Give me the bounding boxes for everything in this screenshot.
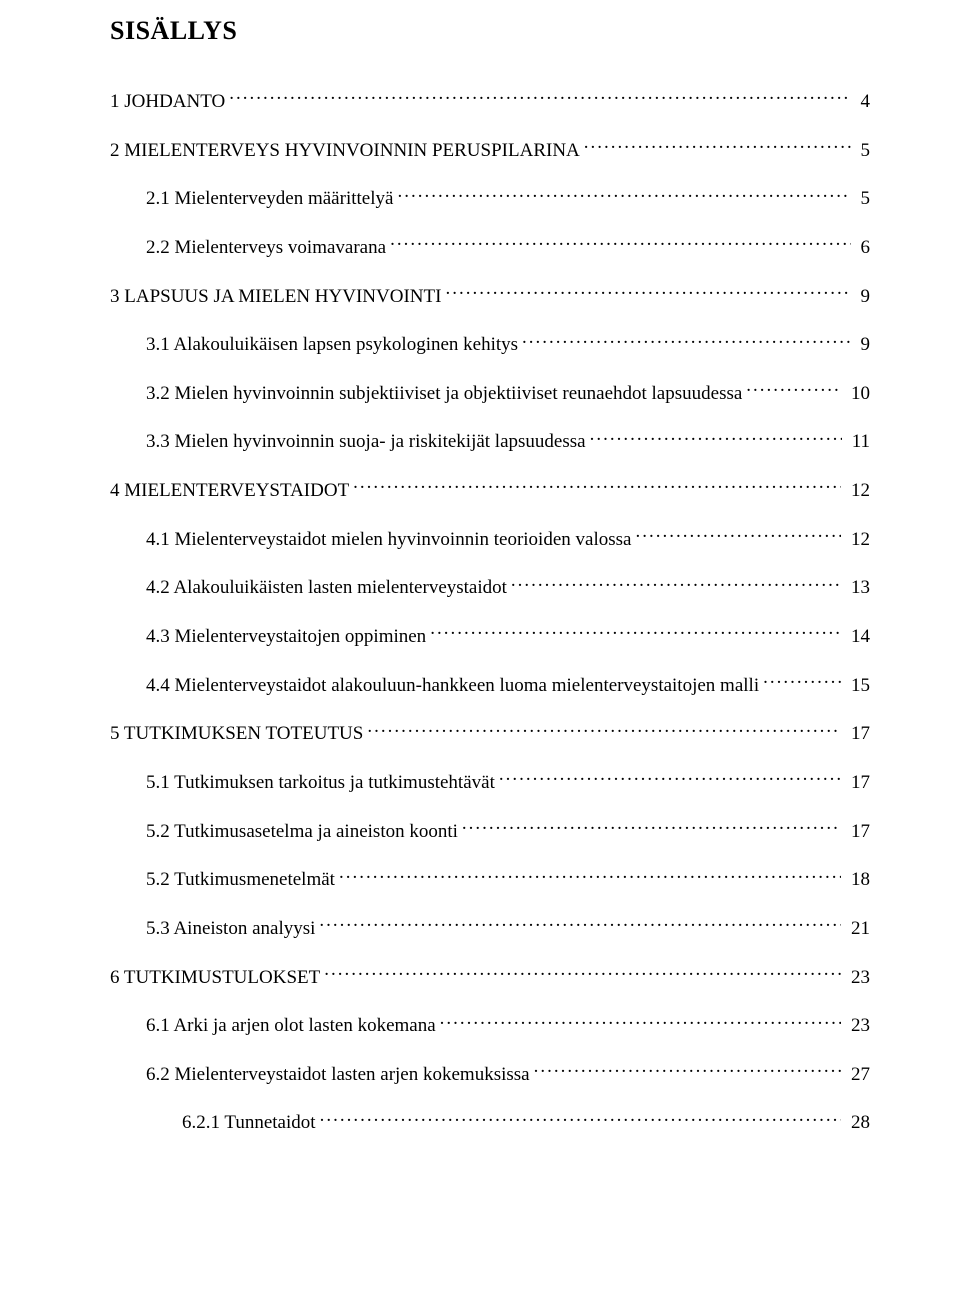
toc-entry-page: 15 [845,673,870,699]
toc-entry: 3 LAPSUUS JA MIELEN HYVINVOINTI 9 [110,283,870,310]
toc-entry: 2.2 Mielenterveys voimavarana 6 [110,234,870,261]
toc-leader-dots [590,428,842,447]
toc-entry: 6.1 Arki ja arjen olot lasten kokemana 23 [110,1012,870,1039]
toc-page: SISÄLLYS 1 JOHDANTO 4 2 MIELENTERVEYS HYVI… [0,0,960,1198]
toc-entry: 4.3 Mielenterveystaitojen oppiminen 14 [110,623,870,650]
toc-leader-dots [584,137,851,156]
toc-entry-page: 17 [845,721,870,747]
toc-leader-dots [522,331,850,350]
toc-entry-title: 5.1 Tutkimuksen tarkoitus ja tutkimusteh… [146,770,495,796]
toc-entry-title: 2 MIELENTERVEYS HYVINVOINNIN PERUSPILARI… [110,138,580,164]
toc-list: 1 JOHDANTO 4 2 MIELENTERVEYS HYVINVOINNIN … [110,88,870,1136]
toc-entry-title: 6 TUTKIMUSTULOKSET [110,965,320,991]
toc-entry-page: 4 [855,89,871,115]
toc-entry-page: 27 [845,1062,870,1088]
toc-leader-dots [390,234,850,253]
toc-entry-title: 5.3 Aineiston analyysi [146,916,315,942]
toc-entry: 5.3 Aineiston analyysi 21 [110,915,870,942]
toc-entry-title: 4.1 Mielenterveystaidot mielen hyvinvoin… [146,527,631,553]
toc-leader-dots [511,574,841,593]
toc-entry-title: 5 TUTKIMUKSEN TOTEUTUS [110,721,363,747]
toc-entry-page: 17 [845,819,870,845]
toc-leader-dots [746,380,841,399]
toc-entry-page: 23 [845,965,870,991]
toc-heading: SISÄLLYS [110,16,870,46]
toc-entry-page: 10 [845,381,870,407]
toc-entry: 3.1 Alakouluikäisen lapsen psykologinen … [110,331,870,358]
toc-entry-page: 18 [845,867,870,893]
toc-entry-title: 6.2 Mielenterveystaidot lasten arjen kok… [146,1062,530,1088]
toc-entry-title: 2.2 Mielenterveys voimavarana [146,235,386,261]
toc-entry-title: 6.2.1 Tunnetaidot [182,1110,316,1136]
toc-leader-dots [229,88,850,107]
toc-entry: 2.1 Mielenterveyden määrittelyä 5 [110,185,870,212]
toc-entry-title: 3.1 Alakouluikäisen lapsen psykologinen … [146,332,518,358]
toc-entry-title: 3 LAPSUUS JA MIELEN HYVINVOINTI [110,284,441,310]
toc-leader-dots [397,185,850,204]
toc-entry-page: 28 [845,1110,870,1136]
toc-entry: 6 TUTKIMUSTULOKSET 23 [110,964,870,991]
toc-entry-page: 9 [855,332,871,358]
toc-leader-dots [353,477,841,496]
toc-entry-title: 4.4 Mielenterveystaidot alakouluun-hankk… [146,673,759,699]
toc-leader-dots [440,1012,841,1031]
toc-entry: 4.1 Mielenterveystaidot mielen hyvinvoin… [110,526,870,553]
toc-entry-page: 5 [855,138,871,164]
toc-leader-dots [339,866,841,885]
toc-leader-dots [763,672,841,691]
toc-entry-page: 5 [855,186,871,212]
toc-leader-dots [430,623,841,642]
toc-entry-page: 12 [845,527,870,553]
toc-entry: 5.2 Tutkimusasetelma ja aineiston koonti… [110,818,870,845]
toc-entry-title: 1 JOHDANTO [110,89,225,115]
toc-entry-title: 4.2 Alakouluikäisten lasten mielentervey… [146,575,507,601]
toc-entry-page: 9 [855,284,871,310]
toc-entry: 5.2 Tutkimusmenetelmät 18 [110,866,870,893]
toc-entry: 3.3 Mielen hyvinvoinnin suoja- ja riskit… [110,428,870,455]
toc-leader-dots [462,818,841,837]
toc-entry-title: 2.1 Mielenterveyden määrittelyä [146,186,393,212]
toc-entry-page: 6 [855,235,871,261]
toc-entry: 4 MIELENTERVEYSTAIDOT 12 [110,477,870,504]
toc-leader-dots [534,1061,841,1080]
toc-entry-page: 12 [845,478,870,504]
toc-entry: 5 TUTKIMUKSEN TOTEUTUS 17 [110,720,870,747]
toc-entry-page: 14 [845,624,870,650]
toc-leader-dots [499,769,841,788]
toc-entry-page: 13 [845,575,870,601]
toc-entry: 4.2 Alakouluikäisten lasten mielentervey… [110,574,870,601]
toc-entry: 5.1 Tutkimuksen tarkoitus ja tutkimusteh… [110,769,870,796]
toc-entry: 2 MIELENTERVEYS HYVINVOINNIN PERUSPILARI… [110,137,870,164]
toc-entry-title: 5.2 Tutkimusmenetelmät [146,867,335,893]
toc-entry: 3.2 Mielen hyvinvoinnin subjektiiviset j… [110,380,870,407]
toc-leader-dots [320,1109,841,1128]
toc-entry-page: 21 [845,916,870,942]
toc-entry-title: 4 MIELENTERVEYSTAIDOT [110,478,349,504]
toc-entry-title: 6.1 Arki ja arjen olot lasten kokemana [146,1013,436,1039]
toc-leader-dots [635,526,841,545]
toc-entry: 1 JOHDANTO 4 [110,88,870,115]
toc-leader-dots [445,283,850,302]
toc-entry-title: 5.2 Tutkimusasetelma ja aineiston koonti [146,819,458,845]
toc-entry-page: 11 [846,429,870,455]
toc-entry-title: 3.3 Mielen hyvinvoinnin suoja- ja riskit… [146,429,586,455]
toc-entry-title: 3.2 Mielen hyvinvoinnin subjektiiviset j… [146,381,742,407]
toc-entry-page: 23 [845,1013,870,1039]
toc-leader-dots [319,915,841,934]
toc-entry-title: 4.3 Mielenterveystaitojen oppiminen [146,624,426,650]
toc-leader-dots [367,720,841,739]
toc-entry: 6.2.1 Tunnetaidot 28 [110,1109,870,1136]
toc-leader-dots [324,964,841,983]
toc-entry: 6.2 Mielenterveystaidot lasten arjen kok… [110,1061,870,1088]
toc-entry-page: 17 [845,770,870,796]
toc-entry: 4.4 Mielenterveystaidot alakouluun-hankk… [110,672,870,699]
